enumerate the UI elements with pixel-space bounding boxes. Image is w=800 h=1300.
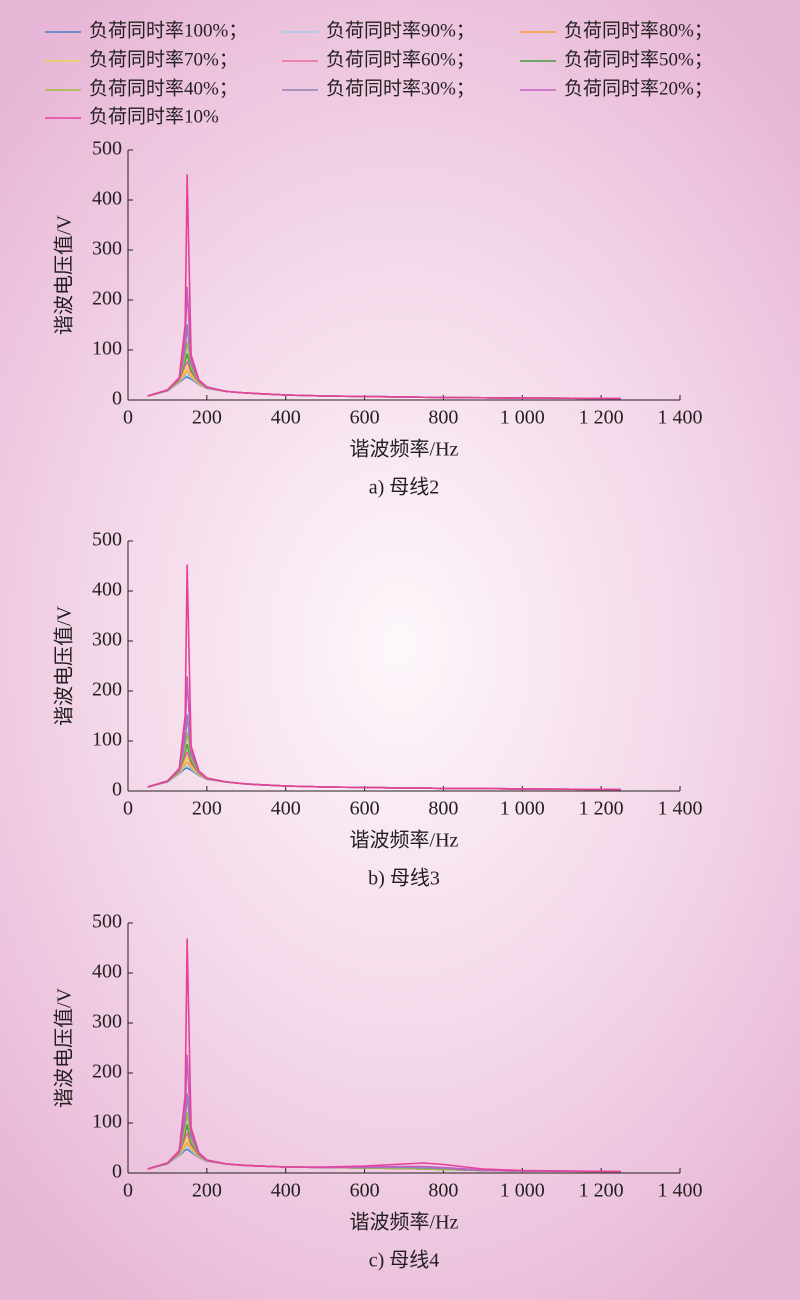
x-tick-label: 400 [271, 407, 301, 429]
y-tick-label: 200 [92, 1061, 122, 1083]
caption: c) 母线4 [369, 1249, 440, 1272]
x-tick-label: 1 200 [579, 407, 624, 429]
caption: b) 母线3 [368, 867, 440, 890]
y-tick-label: 500 [92, 138, 122, 160]
legend-label: 负荷同时率10% [89, 105, 219, 127]
x-tick-label: 1 000 [500, 798, 545, 820]
series-line [147, 676, 621, 791]
series-line [147, 174, 621, 400]
y-tick-label: 100 [92, 1111, 122, 1133]
x-tick-label: 1 400 [658, 1180, 703, 1202]
legend-label: 负荷同时率60%； [326, 48, 475, 70]
series-line [147, 360, 621, 400]
series-line [147, 1093, 621, 1173]
y-tick-label: 400 [92, 579, 122, 601]
x-tick-label: 200 [192, 407, 222, 429]
x-tick-label: 0 [123, 798, 133, 820]
y-tick-label: 400 [92, 961, 122, 983]
series-line [147, 938, 621, 1173]
y-axis-label: 谐波电压值/V [53, 605, 76, 726]
legend-label: 负荷同时率40%； [89, 77, 238, 99]
y-tick-label: 500 [92, 529, 122, 551]
x-tick-label: 1 400 [658, 798, 703, 820]
caption: a) 母线2 [369, 476, 440, 499]
x-axis-label: 谐波频率/Hz [350, 438, 459, 461]
legend-label: 负荷同时率70%； [89, 48, 238, 70]
series-line [147, 761, 621, 791]
x-axis-label: 谐波频率/Hz [350, 1211, 459, 1234]
x-axis-label: 谐波频率/Hz [350, 829, 459, 852]
series-line [147, 353, 621, 400]
y-tick-label: 0 [112, 779, 122, 801]
x-tick-label: 800 [428, 1180, 458, 1202]
series-line [147, 324, 621, 400]
x-tick-label: 600 [350, 1180, 380, 1202]
y-tick-label: 300 [92, 629, 122, 651]
series-line [147, 286, 621, 400]
series-line [147, 373, 621, 400]
legend-label: 负荷同时率100%； [89, 19, 247, 41]
series-line [147, 764, 621, 791]
x-tick-label: 1 000 [500, 407, 545, 429]
y-tick-label: 300 [92, 238, 122, 260]
series-line [147, 370, 621, 400]
x-tick-label: 200 [192, 798, 222, 820]
y-tick-label: 300 [92, 1011, 122, 1033]
legend-label: 负荷同时率80%； [564, 19, 713, 41]
x-tick-label: 0 [123, 1180, 133, 1202]
series-line [147, 1054, 621, 1173]
x-tick-label: 1 400 [658, 407, 703, 429]
y-tick-label: 100 [92, 338, 122, 360]
x-tick-label: 400 [271, 798, 301, 820]
x-tick-label: 200 [192, 1180, 222, 1202]
y-tick-label: 400 [92, 188, 122, 210]
x-tick-label: 600 [350, 798, 380, 820]
x-tick-label: 0 [123, 407, 133, 429]
y-tick-label: 200 [92, 288, 122, 310]
series-line [147, 743, 621, 791]
y-axis-label: 谐波电压值/V [53, 987, 76, 1108]
series-line [147, 767, 621, 791]
y-tick-label: 0 [112, 1161, 122, 1183]
series-line [147, 751, 621, 791]
x-tick-label: 400 [271, 1180, 301, 1202]
legend-label: 负荷同时率20%； [564, 77, 713, 99]
x-tick-label: 800 [428, 407, 458, 429]
series-line [147, 376, 621, 400]
x-tick-label: 1 200 [579, 1180, 624, 1202]
series-line [147, 714, 621, 791]
legend-label: 负荷同时率50%； [564, 48, 713, 70]
x-tick-label: 800 [428, 798, 458, 820]
series-line [147, 564, 621, 791]
legend-label: 负荷同时率30%； [326, 77, 475, 99]
y-tick-label: 200 [92, 679, 122, 701]
series-line [147, 366, 621, 400]
x-tick-label: 1 200 [579, 798, 624, 820]
y-tick-label: 0 [112, 388, 122, 410]
x-tick-label: 1 000 [500, 1180, 545, 1202]
y-tick-label: 500 [92, 911, 122, 933]
legend-label: 负荷同时率90%； [326, 19, 475, 41]
x-tick-label: 600 [350, 407, 380, 429]
series-line [147, 756, 621, 791]
y-tick-label: 100 [92, 729, 122, 751]
y-axis-label: 谐波电压值/V [53, 214, 76, 335]
